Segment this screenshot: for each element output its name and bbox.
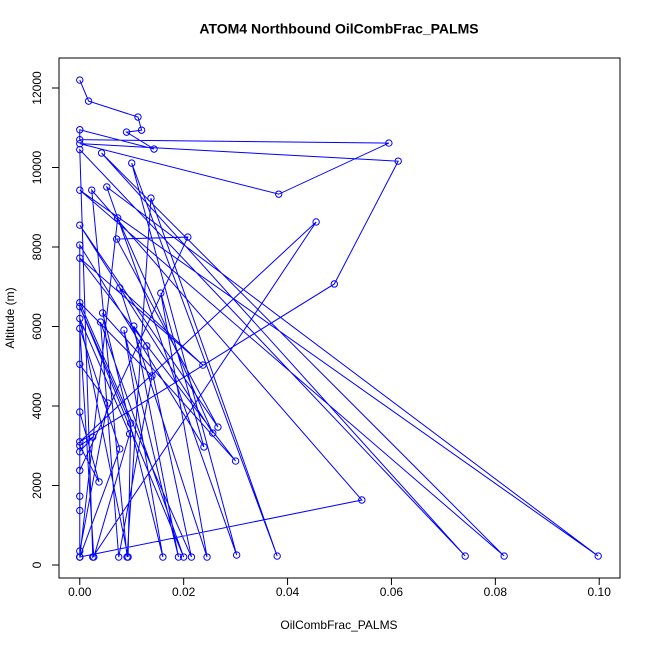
data-point bbox=[88, 186, 96, 194]
data-point bbox=[179, 553, 188, 561]
data-point bbox=[113, 214, 122, 222]
data-point bbox=[103, 183, 111, 191]
y-tick-label: 12000 bbox=[30, 71, 44, 105]
data-point bbox=[148, 372, 156, 380]
data-point bbox=[128, 159, 136, 167]
data-point bbox=[76, 145, 84, 154]
x-tick-label: 0.04 bbox=[276, 585, 300, 599]
data-point bbox=[89, 433, 97, 441]
data-point bbox=[76, 135, 84, 144]
y-tick-label: 2000 bbox=[30, 472, 44, 499]
data-point bbox=[90, 553, 98, 561]
data-point bbox=[150, 145, 158, 153]
data-point bbox=[76, 360, 84, 368]
data-point bbox=[214, 423, 222, 431]
data-point bbox=[500, 552, 508, 560]
data-point bbox=[187, 553, 196, 561]
data-point bbox=[120, 326, 128, 334]
data-point bbox=[76, 324, 84, 333]
y-tick-label: 4000 bbox=[30, 392, 44, 419]
data-line bbox=[79, 79, 599, 559]
data-point bbox=[159, 553, 167, 561]
data-point bbox=[394, 157, 402, 165]
data-point bbox=[98, 309, 107, 317]
data-point bbox=[124, 553, 132, 561]
data-point bbox=[76, 298, 84, 307]
data-point bbox=[330, 280, 339, 288]
data-point bbox=[76, 466, 84, 475]
y-tick-label: 10000 bbox=[30, 151, 44, 185]
data-point bbox=[76, 553, 84, 561]
data-point bbox=[76, 448, 84, 456]
data-point bbox=[104, 399, 112, 407]
x-tick-label: 0.06 bbox=[380, 585, 404, 599]
data-point bbox=[76, 126, 84, 134]
data-point bbox=[231, 457, 240, 465]
x-tick-label: 0.08 bbox=[484, 585, 508, 599]
data-point bbox=[84, 97, 93, 105]
data-point bbox=[76, 492, 84, 500]
data-point bbox=[275, 190, 283, 198]
x-tick-label: 0.10 bbox=[588, 585, 612, 599]
y-tick-label: 6000 bbox=[30, 313, 44, 340]
data-point bbox=[96, 318, 105, 326]
data-point bbox=[76, 408, 84, 416]
data-point bbox=[122, 128, 131, 136]
data-point bbox=[76, 438, 84, 446]
data-point bbox=[116, 445, 124, 453]
data-point bbox=[232, 551, 241, 559]
data-point bbox=[199, 361, 207, 369]
data-point bbox=[312, 218, 320, 226]
data-point bbox=[125, 430, 134, 438]
data-point bbox=[126, 419, 135, 427]
data-point bbox=[76, 254, 84, 262]
data-point bbox=[273, 552, 281, 560]
data-point bbox=[97, 149, 106, 157]
data-point bbox=[157, 289, 165, 297]
data-point bbox=[115, 553, 123, 561]
data-point bbox=[76, 221, 84, 229]
x-axis-label: OilCombFrac_PALMS bbox=[280, 618, 397, 632]
data-point bbox=[461, 552, 469, 560]
y-axis-label: Altitude (m) bbox=[3, 287, 17, 348]
data-point bbox=[76, 506, 84, 515]
x-tick-label: 0.02 bbox=[172, 585, 196, 599]
data-point bbox=[76, 241, 84, 249]
data-point bbox=[76, 314, 84, 323]
y-tick-label: 8000 bbox=[30, 233, 44, 260]
data-point bbox=[184, 233, 192, 241]
data-point bbox=[112, 235, 121, 243]
x-tick-label: 0.00 bbox=[68, 585, 92, 599]
y-tick-label: 0 bbox=[30, 561, 44, 568]
data-point bbox=[200, 443, 208, 451]
data-point bbox=[143, 342, 151, 350]
data-point bbox=[147, 194, 155, 202]
data-point bbox=[76, 186, 84, 194]
data-point bbox=[594, 552, 602, 560]
data-point bbox=[174, 553, 183, 561]
data-point bbox=[134, 113, 142, 121]
data-point bbox=[203, 553, 211, 561]
data-point bbox=[385, 139, 393, 147]
data-point bbox=[76, 302, 84, 311]
data-point bbox=[358, 496, 366, 504]
data-point bbox=[137, 126, 146, 134]
data-point bbox=[95, 478, 103, 486]
data-point bbox=[116, 284, 124, 292]
data-point bbox=[76, 76, 84, 84]
data-point bbox=[209, 429, 217, 437]
data-point bbox=[130, 322, 138, 330]
chart-title: ATOM4 Northbound OilCombFrac_PALMS bbox=[199, 21, 478, 37]
